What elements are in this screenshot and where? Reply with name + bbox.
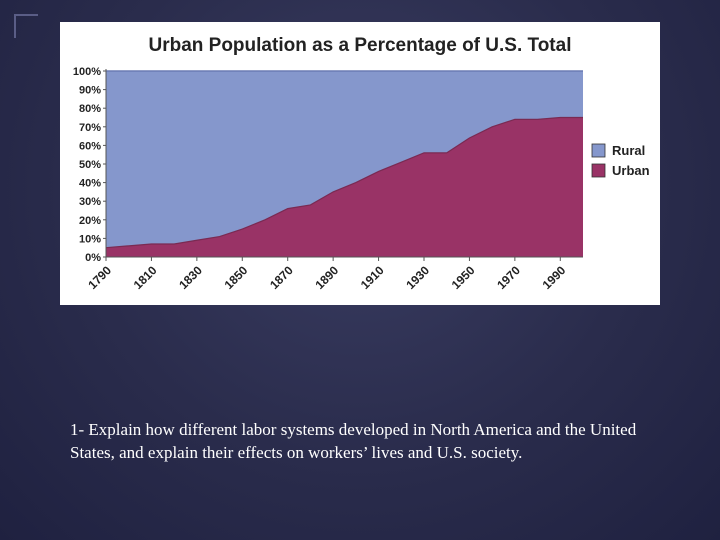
y-tick-label: 10% <box>79 233 101 245</box>
y-tick-label: 80% <box>79 103 101 115</box>
x-tick-label: 1790 <box>85 263 114 292</box>
y-tick-label: 100% <box>73 66 101 78</box>
x-tick-label: 1810 <box>131 263 160 292</box>
y-tick-label: 40% <box>79 178 101 190</box>
x-tick-label: 1990 <box>540 263 569 292</box>
chart-panel: Urban Population as a Percentage of U.S.… <box>60 22 660 305</box>
x-tick-label: 1830 <box>176 263 205 292</box>
area-chart: Urban Population as a Percentage of U.S.… <box>73 35 650 292</box>
x-tick-label: 1850 <box>222 263 251 292</box>
x-tick-label: 1870 <box>267 263 296 292</box>
legend-label-rural: Rural <box>612 143 645 158</box>
legend-label-urban: Urban <box>612 163 650 178</box>
series-area-rural <box>106 71 583 248</box>
legend-swatch-rural <box>591 143 606 158</box>
y-tick-label: 30% <box>79 196 101 208</box>
question-text: 1- Explain how different labor systems d… <box>70 420 637 462</box>
y-tick-label: 20% <box>79 215 101 227</box>
y-tick-label: 50% <box>79 159 101 171</box>
y-tick-label: 0% <box>85 252 101 264</box>
legend-swatch-urban <box>591 163 606 178</box>
x-tick-label: 1910 <box>358 263 387 292</box>
x-tick-label: 1930 <box>403 263 432 292</box>
y-tick-label: 90% <box>79 85 101 97</box>
y-tick-label: 70% <box>79 122 101 134</box>
x-tick-label: 1950 <box>449 263 478 292</box>
series-line-urban <box>105 116 583 249</box>
y-tick-label: 60% <box>79 140 101 152</box>
x-tick-label: 1890 <box>312 263 341 292</box>
corner-bracket-decoration <box>14 14 38 38</box>
x-tick-label: 1970 <box>494 263 523 292</box>
chart-title: Urban Population as a Percentage of U.S.… <box>148 35 571 56</box>
